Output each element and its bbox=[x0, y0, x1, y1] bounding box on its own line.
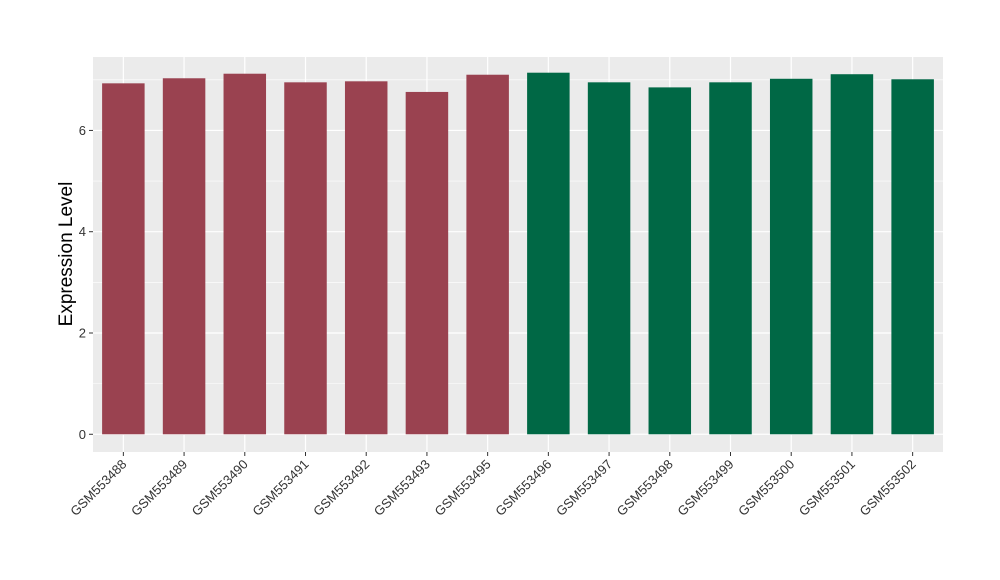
bar-gsm553493 bbox=[405, 91, 449, 435]
y-tick-label: 0 bbox=[79, 427, 86, 442]
x-axis: GSM553488GSM553489GSM553490GSM553491GSM5… bbox=[67, 452, 919, 519]
plot-panel bbox=[93, 57, 943, 452]
x-tick-label: GSM553490 bbox=[189, 457, 251, 519]
bar-gsm553502 bbox=[891, 79, 934, 435]
x-tick-label: GSM553501 bbox=[796, 457, 858, 519]
y-tick-label: 2 bbox=[79, 325, 86, 340]
x-tick-label: GSM553502 bbox=[857, 457, 919, 519]
x-tick-label: GSM553495 bbox=[432, 457, 494, 519]
x-tick-label: GSM553489 bbox=[128, 457, 190, 519]
x-tick-label: GSM553493 bbox=[371, 457, 433, 519]
x-tick-label: GSM553500 bbox=[735, 457, 797, 519]
x-tick-label: GSM553488 bbox=[67, 457, 129, 519]
y-axis: 0 2 4 6 bbox=[79, 123, 93, 442]
bar-gsm553499 bbox=[709, 82, 752, 435]
bar-gsm553492 bbox=[344, 81, 388, 435]
x-tick-label: GSM553499 bbox=[674, 457, 736, 519]
y-tick-label: 6 bbox=[79, 123, 86, 138]
bar-gsm553490 bbox=[223, 73, 267, 435]
bar-gsm553488 bbox=[102, 83, 145, 435]
y-axis-title: Expression Level bbox=[56, 182, 77, 327]
y-tick-label: 4 bbox=[79, 224, 86, 239]
bar-gsm553496 bbox=[527, 72, 570, 435]
x-tick-label: GSM553497 bbox=[553, 457, 615, 519]
bar-gsm553495 bbox=[466, 74, 509, 435]
bar-gsm553498 bbox=[648, 87, 692, 435]
bar-gsm553497 bbox=[587, 82, 631, 435]
bar-gsm553501 bbox=[830, 74, 874, 435]
bars bbox=[102, 72, 934, 435]
x-tick-label: GSM553491 bbox=[249, 457, 311, 519]
bar-gsm553491 bbox=[284, 82, 327, 435]
bar-gsm553500 bbox=[769, 78, 813, 435]
x-tick-label: GSM553496 bbox=[492, 457, 554, 519]
x-tick-label: GSM553492 bbox=[310, 457, 372, 519]
bar-gsm553489 bbox=[162, 78, 206, 435]
x-tick-label: GSM553498 bbox=[614, 457, 676, 519]
